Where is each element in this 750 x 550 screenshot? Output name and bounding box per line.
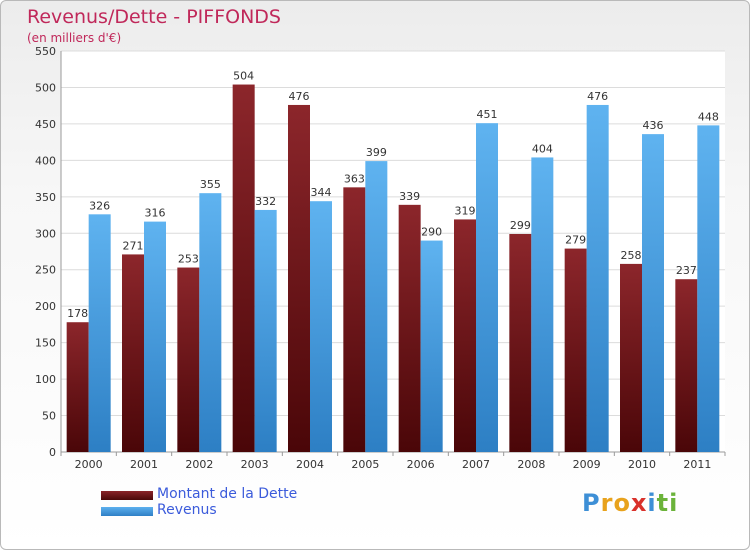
debt-bar — [509, 234, 532, 452]
x-tick-label: 2003 — [241, 458, 269, 471]
debt-bar — [620, 263, 642, 452]
debt-bar — [66, 322, 89, 452]
y-tick-label: 350 — [35, 191, 56, 204]
x-tick-label: 2005 — [351, 458, 379, 471]
x-tick-label: 2009 — [573, 458, 601, 471]
x-tick-label: 2011 — [683, 458, 711, 471]
revenue-bar — [531, 157, 554, 452]
logo-letter: r — [600, 489, 614, 517]
logo-letter: o — [613, 489, 631, 517]
x-tick-label: 2004 — [296, 458, 324, 471]
plot-area — [61, 51, 725, 452]
legend-label-revenue: Revenus — [157, 502, 217, 518]
y-tick-label: 100 — [35, 373, 56, 386]
legend-label-debt: Montant de la Dette — [157, 486, 298, 502]
y-tick-label: 200 — [35, 300, 56, 313]
revenue-value-label: 344 — [311, 186, 332, 199]
revenue-value-label: 316 — [145, 207, 166, 220]
debt-value-label: 178 — [67, 307, 88, 320]
debt-value-label: 253 — [178, 253, 199, 266]
y-tick-label: 300 — [35, 227, 56, 240]
x-tick-label: 2007 — [462, 458, 490, 471]
debt-bar — [343, 187, 366, 452]
y-tick-label: 400 — [35, 154, 56, 167]
revenue-value-label: 451 — [477, 108, 498, 121]
debt-bar — [122, 254, 144, 452]
debt-value-label: 271 — [123, 239, 144, 252]
debt-value-label: 237 — [676, 264, 697, 277]
revenue-bar — [199, 193, 222, 452]
revenue-bar — [697, 125, 720, 452]
debt-bar — [454, 219, 476, 452]
chart-title: Revenus/Dette - PIFFONDS — [27, 6, 281, 28]
logo-letter: i — [669, 489, 679, 517]
revenue-bar — [420, 240, 443, 452]
revenue-bar — [310, 201, 332, 452]
y-tick-label: 500 — [35, 81, 56, 94]
revenue-value-label: 326 — [89, 199, 110, 212]
x-tick-label: 2000 — [75, 458, 103, 471]
debt-bar — [564, 248, 587, 452]
debt-value-label: 363 — [344, 172, 365, 185]
revenue-value-label: 436 — [643, 119, 664, 132]
logo-letter: i — [647, 489, 657, 517]
x-tick-label: 2001 — [130, 458, 158, 471]
revenue-value-label: 399 — [366, 146, 387, 159]
y-tick-label: 250 — [35, 264, 56, 277]
debt-bar — [675, 279, 698, 452]
revenue-bar — [642, 134, 664, 452]
debt-bar — [398, 204, 421, 452]
x-tick-label: 2010 — [628, 458, 656, 471]
logo-letter: x — [630, 489, 648, 517]
bar-chart: 0 50 100 150 200 250 300 350 400 450 500 550 178 326 2… — [35, 45, 726, 471]
debt-bar — [288, 104, 310, 452]
revenue-bar — [88, 214, 111, 452]
revenue-bar — [586, 104, 609, 452]
debt-value-label: 319 — [455, 204, 476, 217]
debt-value-label: 258 — [621, 249, 642, 262]
y-tick-label: 0 — [49, 446, 56, 459]
chart-subtitle: (en milliers d'€) — [27, 31, 122, 45]
debt-value-label: 504 — [233, 70, 254, 83]
x-tick-label: 2008 — [517, 458, 545, 471]
y-tick-label: 150 — [35, 337, 56, 350]
y-tick-label: 50 — [42, 410, 56, 423]
revenue-value-label: 476 — [587, 90, 608, 103]
debt-value-label: 476 — [289, 90, 310, 103]
debt-value-label: 339 — [399, 190, 420, 203]
revenue-bar — [254, 209, 277, 452]
revenue-value-label: 448 — [698, 110, 719, 123]
y-tick-label: 550 — [35, 45, 56, 58]
revenue-value-label: 332 — [255, 195, 276, 208]
revenue-value-label: 290 — [421, 226, 442, 239]
debt-bar — [177, 267, 200, 452]
y-tick-label: 450 — [35, 118, 56, 131]
debt-bar — [232, 84, 255, 453]
x-tick-label: 2002 — [185, 458, 213, 471]
logo-letter: P — [582, 489, 601, 517]
debt-value-label: 279 — [565, 234, 586, 247]
revenue-bar — [144, 221, 166, 452]
x-tick-label: 2006 — [407, 458, 435, 471]
revenue-bar — [365, 161, 388, 453]
revenue-bar — [476, 123, 498, 453]
revenue-value-label: 404 — [532, 142, 553, 155]
logo-letter: t — [656, 489, 670, 517]
revenue-value-label: 355 — [200, 178, 221, 191]
legend-swatch-revenue — [101, 507, 153, 516]
legend-swatch-debt — [101, 491, 153, 500]
debt-value-label: 299 — [510, 219, 531, 232]
proxiti-logo: Proxiti — [582, 489, 678, 517]
